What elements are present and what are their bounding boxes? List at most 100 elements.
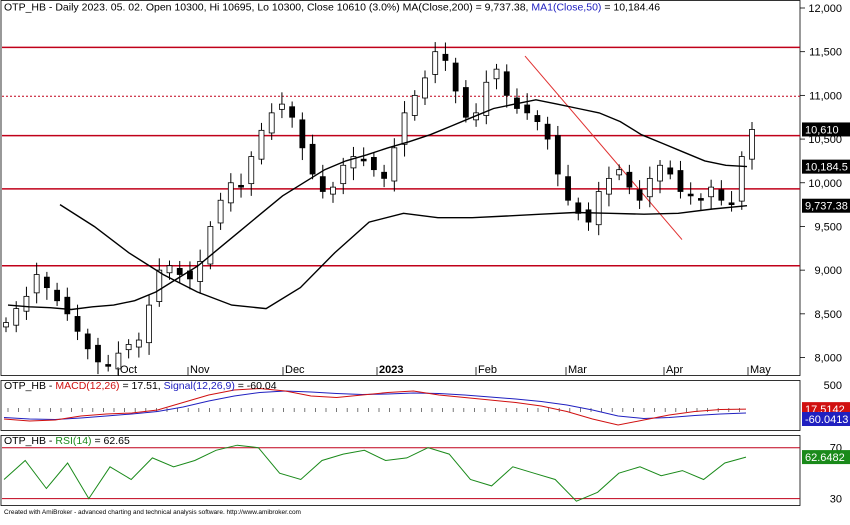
candle-body [299, 119, 306, 149]
candle-body [13, 308, 20, 326]
candle-body [370, 157, 377, 171]
macd-header-value: = 17.51, [120, 380, 164, 392]
y-tick-label: 10,000 [808, 178, 842, 190]
rsi-line [3, 444, 747, 502]
candle-body [3, 322, 9, 328]
candle-body [738, 156, 745, 202]
candle-body [340, 164, 347, 185]
candle-body [54, 289, 60, 302]
rsi-header-symbol: OTP_HB [4, 435, 46, 447]
y-tick-label: 10,500 [808, 134, 842, 146]
x-tick-label: Oct [120, 364, 137, 376]
candle-body [524, 104, 531, 114]
candle-body [115, 352, 122, 370]
main-header-symbol: OTP_HB [4, 2, 46, 14]
candle-body [238, 184, 244, 188]
candle-body [626, 171, 633, 188]
candle-body [268, 112, 275, 134]
macd-header-label: MACD(12,26) [55, 380, 119, 392]
x-tick-label: Apr [666, 364, 683, 376]
rsi-header-label: RSI(14) [55, 435, 91, 447]
candle-body [319, 176, 326, 192]
candle-body [23, 295, 30, 312]
candle-body [687, 193, 694, 197]
panel-frame [0, 435, 801, 506]
candle-body [289, 106, 296, 118]
x-tick-label: Nov [190, 364, 210, 376]
candle-body [146, 304, 152, 344]
candle-body [43, 276, 50, 289]
rsi-header-value: = 62.65 [92, 435, 130, 447]
candle-body [595, 191, 602, 226]
candle-body [125, 344, 132, 351]
main-header: OTP_HB - Daily 2023. 05. 02. Open 10300,… [4, 2, 660, 14]
candle-body [350, 156, 357, 169]
y-tick-label: 11,000 [809, 90, 842, 102]
candle-body [309, 143, 316, 175]
candle-body [156, 269, 163, 302]
main-header-info: - Daily 2023. 05. 02. Open 10300, Hi 106… [46, 2, 531, 14]
ma50-badge-bg [802, 159, 850, 174]
candle-body [646, 177, 653, 198]
candle-body [432, 51, 439, 75]
x-tick-label: Mar [568, 364, 587, 376]
candle-body [64, 296, 71, 315]
candle-body [554, 135, 561, 175]
candle-body [207, 226, 214, 265]
candle-body [176, 267, 183, 275]
candle-body [258, 129, 265, 160]
ma200-badge: 9,737.38 [805, 201, 848, 213]
macd-header-symbol: OTP_HB [4, 380, 46, 392]
candle-body [330, 186, 336, 195]
candle-body [166, 265, 173, 274]
y-tick-label: 9,000 [814, 265, 842, 277]
candle-body [411, 94, 418, 116]
rsi-y-tick-label: 30 [830, 494, 842, 506]
signal-badge-bg [802, 412, 850, 426]
candle-body [391, 147, 398, 182]
x-tick-label: 2023 [379, 364, 403, 376]
x-tick-label: May [750, 364, 771, 376]
candle-body [279, 103, 285, 110]
rsi-header: OTP_HB - RSI(14) = 62.65 [4, 435, 130, 447]
candle-body [422, 77, 428, 99]
macd-y-tick-label: 500 [824, 380, 842, 392]
candle-body [585, 209, 592, 223]
candle-body [575, 202, 582, 214]
candle-body [95, 344, 101, 363]
macd-header: OTP_HB - MACD(12,26) = 17.51, Signal(12,… [4, 380, 277, 392]
candle-body [718, 189, 725, 201]
candle-body [452, 62, 459, 92]
candle-body [483, 81, 490, 116]
candle-body [503, 71, 510, 96]
x-tick-label: Dec [285, 364, 305, 376]
panel-frame [0, 0, 801, 376]
candle-body [248, 156, 255, 185]
footer-credit: Created with AmiBroker - advanced charti… [4, 509, 301, 516]
candle-body [534, 115, 541, 122]
last-close-badge-bg [802, 122, 850, 137]
candle-body [217, 199, 224, 224]
ma50-line [7, 99, 748, 311]
candle-body [33, 274, 40, 294]
panel-frame [0, 380, 801, 431]
y-tick-label: 11,500 [809, 47, 842, 59]
y-tick-label: 8,000 [814, 353, 842, 365]
candle-body [105, 364, 112, 367]
candle-body [360, 158, 367, 162]
signal-header-value: = -60.04 [235, 380, 277, 392]
candle-body [667, 167, 674, 175]
signal-header-label: Signal(12,26,9) [164, 380, 235, 392]
candle-body [493, 68, 500, 80]
candle-body [544, 123, 551, 140]
candle-body [657, 164, 663, 182]
candle-body [728, 202, 735, 206]
y-tick-label: 9,500 [814, 221, 842, 233]
main-header-ma-value: = 10,184.46 [601, 2, 660, 14]
candle-body [708, 186, 715, 198]
candle-body [84, 333, 91, 350]
signal-badge: -60.0413 [805, 414, 848, 426]
last-close-badge: 10,610 [805, 124, 839, 136]
